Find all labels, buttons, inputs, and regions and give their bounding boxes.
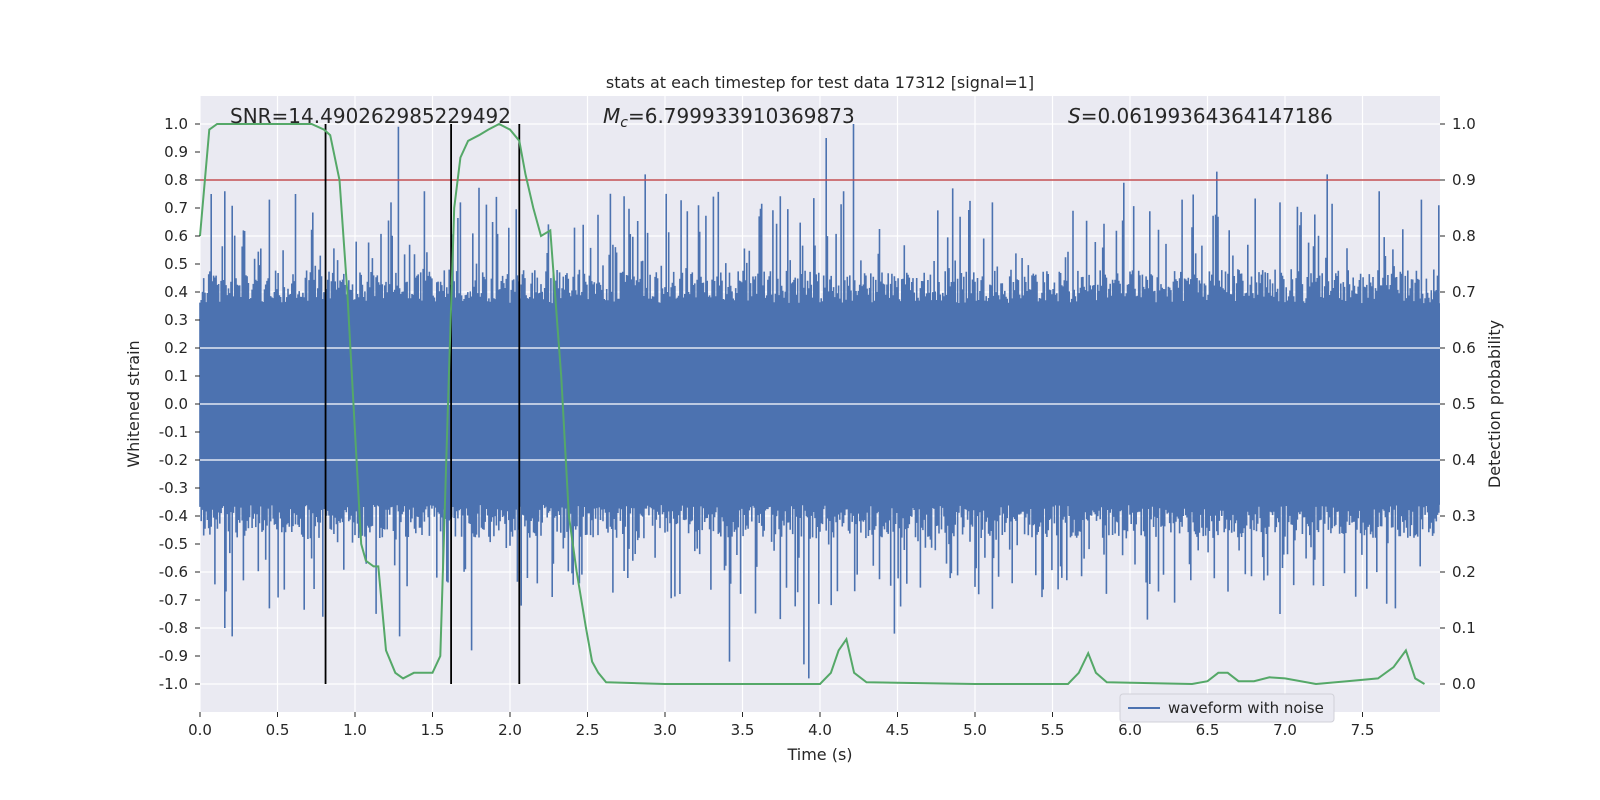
y-tick-label: 0.6 (164, 227, 188, 245)
y2-tick-label: 0.3 (1452, 507, 1476, 525)
y-tick-label: -0.5 (159, 535, 188, 553)
y-tick-label: 0.2 (164, 339, 188, 357)
y-tick-label: 0.5 (164, 255, 188, 273)
y-tick-label: 0.7 (164, 199, 188, 217)
y-tick-label: -0.3 (159, 479, 188, 497)
y2-tick-label: 0.7 (1452, 283, 1476, 301)
x-tick-label: 2.5 (576, 721, 600, 739)
waveform-series (199, 124, 1440, 679)
y-tick-label: -0.8 (159, 619, 188, 637)
y-tick-label: 0.1 (164, 367, 188, 385)
x-tick-label: 7.5 (1351, 721, 1375, 739)
legend-label: waveform with noise (1168, 699, 1324, 717)
y2-tick-label: 0.1 (1452, 619, 1476, 637)
y-tick-label: 0.8 (164, 171, 188, 189)
x-axis-label: Time (s) (786, 745, 852, 764)
snr-annotation: SNR=14.490262985229492 (230, 104, 511, 128)
chart-title: stats at each timestep for test data 173… (606, 73, 1034, 92)
x-tick-label: 4.0 (808, 721, 832, 739)
y2-tick-label: 0.5 (1452, 395, 1476, 413)
y2-tick-labels: 1.0 0.9 0.8 0.7 0.6 0.5 0.4 0.3 0.2 0.1 0.0 (1440, 115, 1476, 693)
y-tick-label: -0.4 (159, 507, 188, 525)
x-tick-label: 0.5 (266, 721, 290, 739)
probability-line (199, 122, 1426, 686)
y2-tick-label: 0.8 (1452, 227, 1476, 245)
vertical-markers (324, 124, 521, 684)
x-tick-label: 5.0 (963, 721, 987, 739)
x-tick-label: 0.0 (188, 721, 212, 739)
s-annotation: S=0.06199364364147186 (1068, 104, 1333, 128)
legend: waveform with noise (1119, 693, 1335, 723)
y-tick-labels: 1.0 0.9 0.8 0.7 0.6 0.5 0.4 0.3 0.2 0.1 0.0 -0.1 -0.… (159, 115, 200, 693)
x-tick-label: 1.0 (343, 721, 367, 739)
y-tick-label: 0.0 (164, 395, 188, 413)
x-tick-labels: 0.0 0.5 1.0 1.5 2.0 2.5 3.0 3.5 4.0 4.5 5.0 5.5 6.0 6… (188, 712, 1374, 739)
y-tick-label: 0.3 (164, 311, 188, 329)
y2-axis-label: Detection probability (1485, 320, 1504, 488)
x-tick-label: 6.0 (1118, 721, 1142, 739)
y-tick-label: -0.2 (159, 451, 188, 469)
y-tick-label: 1.0 (164, 115, 188, 133)
x-tick-label: 1.5 (421, 721, 445, 739)
probability-series (199, 122, 1426, 686)
y2-tick-label: 0.4 (1452, 451, 1476, 469)
y-tick-label: 0.4 (164, 283, 188, 301)
y2-tick-label: 0.6 (1452, 339, 1476, 357)
y2-tick-label: 1.0 (1452, 115, 1476, 133)
y-tick-label: 0.9 (164, 143, 188, 161)
x-tick-label: 4.5 (886, 721, 910, 739)
x-tick-label: 3.5 (731, 721, 755, 739)
y2-tick-label: 0.2 (1452, 563, 1476, 581)
x-tick-label: 3.0 (653, 721, 677, 739)
x-tick-label: 2.0 (498, 721, 522, 739)
x-tick-label: 6.5 (1196, 721, 1220, 739)
x-tick-label: 7.0 (1273, 721, 1297, 739)
y-tick-label: -0.7 (159, 591, 188, 609)
y2-tick-label: 0.9 (1452, 171, 1476, 189)
y-axis-label: Whitened strain (124, 340, 143, 467)
y-tick-label: -0.9 (159, 647, 188, 665)
chirp-mass-annotation: Mc=6.799933910369873 (603, 104, 855, 131)
y-tick-label: -0.6 (159, 563, 188, 581)
x-tick-label: 5.5 (1041, 721, 1065, 739)
y2-tick-label: 0.0 (1452, 675, 1476, 693)
y-tick-label: -1.0 (159, 675, 188, 693)
y-tick-label: -0.1 (159, 423, 188, 441)
legend-box (1119, 693, 1335, 723)
